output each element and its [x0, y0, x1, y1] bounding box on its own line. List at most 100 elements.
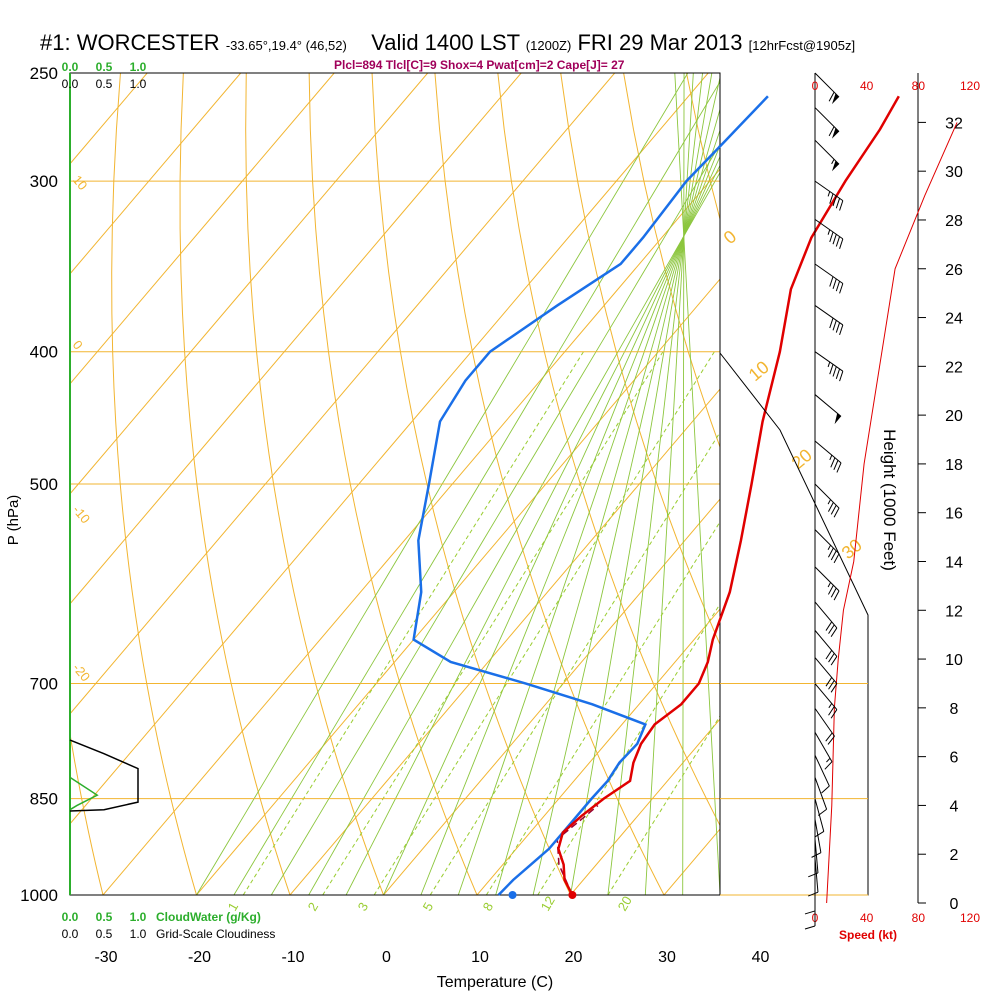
wind-barb-feather	[835, 322, 841, 333]
height-tick-label: 2	[950, 847, 959, 864]
temperature-tick-label: -20	[188, 949, 211, 966]
isotherm-line	[851, 73, 1000, 895]
dry-adiabat-line	[70, 730, 104, 895]
wind-barb-feather	[829, 317, 834, 329]
cloudiness-scale-label: 1.0	[130, 927, 147, 941]
moist-adiabat-line	[532, 75, 720, 895]
temperature-tick-label: 30	[658, 949, 676, 966]
cloudwater-legend-label: CloudWater (g/Kg)	[156, 910, 261, 924]
isotherm-line	[70, 73, 242, 275]
wind-barb-staff	[814, 72, 840, 98]
cloudwater-scale-label: 0.5	[96, 60, 113, 74]
chart-title: #1: WORCESTER -33.65°,19.4° (46,52) Vali…	[40, 30, 855, 56]
wind-barb-feather	[828, 680, 835, 690]
isotherm-label: 0	[720, 226, 741, 248]
moist-adiabat-line	[682, 73, 685, 895]
wind-barb-feather	[827, 547, 834, 558]
isotherm-line	[383, 498, 720, 895]
cloudiness-scale-label: 0.5	[96, 77, 113, 91]
wind-barb	[814, 732, 833, 770]
height-tick-label: 0	[950, 896, 959, 913]
wind-barb-staff	[814, 351, 844, 372]
wind-barb-feather	[825, 621, 833, 631]
mixing-ratio-line	[485, 520, 720, 895]
wind-barb-staff	[814, 218, 844, 240]
wind-barb-half-feather	[827, 191, 831, 197]
height-tick-label: 28	[945, 213, 963, 230]
wind-barb-feather	[828, 91, 835, 102]
height-tick-label: 18	[945, 457, 963, 474]
moist-adiabat-line	[607, 73, 704, 895]
wind-barb-pennant	[831, 93, 840, 105]
wind-barb-feather	[827, 502, 834, 512]
wind-barb-half-feather	[829, 454, 833, 461]
surface-temperature-point	[568, 891, 577, 899]
wind-barb-half-feather	[831, 159, 835, 165]
cloudwater-scale-label: 0.0	[62, 60, 79, 74]
temperature-trace	[557, 95, 900, 896]
isotherm-label: 0	[70, 337, 86, 352]
moist-adiabat-line	[457, 128, 720, 895]
wind-barb-feather	[836, 462, 842, 473]
wind-speed-profile	[826, 122, 958, 904]
wind-barb-feather	[835, 198, 841, 209]
cloudwater-scale-label: 1.0	[130, 910, 147, 924]
wind-barb-feather	[839, 324, 844, 336]
mixing-ratio-line	[607, 715, 720, 895]
wind-barb	[814, 683, 838, 719]
speed-tick-label: 0	[812, 79, 819, 93]
wind-barb	[814, 657, 838, 693]
wind-barb-staff	[814, 683, 838, 710]
pressure-tick-label: 500	[30, 475, 58, 494]
wind-barb-feather	[839, 238, 844, 249]
wind-barb	[814, 529, 840, 564]
cloudwater-scale-label: 0.5	[96, 910, 113, 924]
pressure-tick-label: 1000	[20, 886, 58, 905]
wind-barb-staff	[814, 394, 842, 417]
moist-adiabat-line	[495, 107, 720, 895]
forecast-info: [12hrFcst@1905z]	[748, 38, 856, 53]
wind-barb-feather	[830, 683, 838, 693]
background-lines	[70, 73, 1000, 895]
moist-adiabat-line	[570, 73, 713, 895]
cloudwater-scale-label: 0.0	[62, 910, 79, 924]
height-axis-label: Height (1000 Feet)	[880, 429, 899, 571]
mixing-ratio-label: 20	[615, 893, 635, 913]
pressure-axis-label: P (hPa)	[5, 495, 22, 546]
isotherm-line	[476, 608, 720, 895]
wind-barb-feather	[804, 910, 816, 915]
wind-barb-feather	[835, 236, 841, 247]
wind-barb-staff	[814, 263, 844, 284]
cloudiness-legend-label: Grid-Scale Cloudiness	[156, 927, 275, 941]
wind-barb-pennant	[834, 413, 842, 425]
pressure-tick-label: 400	[30, 343, 58, 362]
isotherm-label: -10	[70, 502, 94, 526]
speed-tick-label: 120	[960, 911, 980, 925]
moist-adiabat-line	[233, 80, 720, 895]
temperature-tick-label: -30	[94, 949, 117, 966]
wind-barb-feather	[833, 507, 840, 518]
height-tick-label: 14	[945, 554, 963, 571]
wind-barb-feather	[828, 706, 835, 716]
station-name: #1: WORCESTER	[40, 30, 220, 55]
wind-barb-staff	[814, 139, 840, 165]
station-coords: -33.65°,19.4° (46,52)	[225, 38, 347, 53]
wind-barb-staff	[814, 798, 825, 832]
wind-barb-half-feather	[826, 757, 831, 763]
surface-dewpoint-point	[508, 891, 517, 899]
wind-barb	[814, 566, 840, 601]
wind-barb-feather	[830, 550, 837, 561]
wind-barb-staff	[814, 566, 840, 592]
mixing-ratio-label: 8	[480, 900, 497, 914]
temperature-tick-label: -10	[281, 949, 304, 966]
speed-tick-label: 120	[960, 79, 980, 93]
wind-barb-feather	[833, 460, 839, 471]
wind-barb-feather	[830, 627, 838, 637]
moist-adiabat-line	[345, 164, 720, 895]
isotherm-label: 10	[70, 172, 91, 193]
speed-tick-label: 80	[912, 911, 926, 925]
isotherm-label: 30	[838, 535, 866, 563]
wind-barb-staff	[814, 483, 840, 509]
wind-barb	[814, 351, 844, 382]
wind-barb-staff	[814, 777, 828, 810]
